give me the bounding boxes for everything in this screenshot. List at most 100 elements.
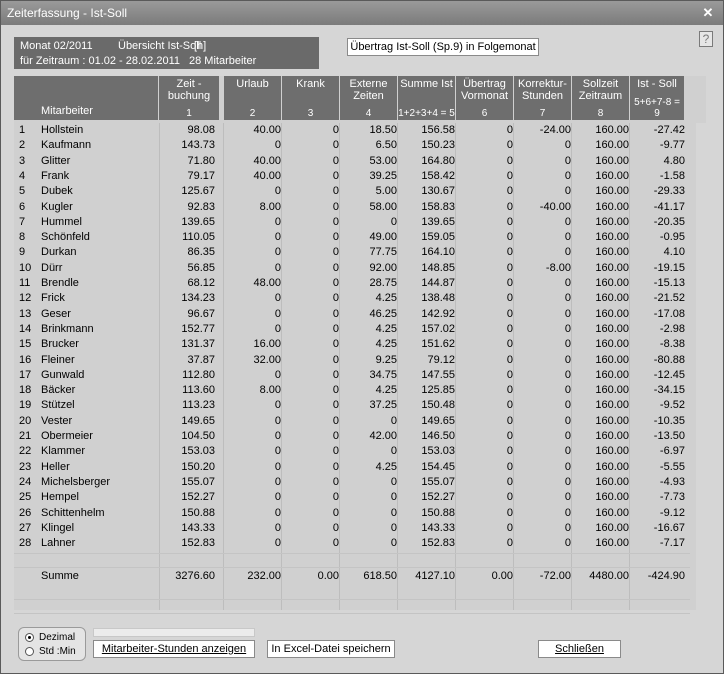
table-row[interactable]: 9 Durkan 86.35 0 0 77.75 164.10 0 0 160.00 4.10 [14, 245, 690, 260]
value-col-4: 9.25 [375, 353, 397, 366]
value-col-3: 0 [332, 261, 339, 274]
title-bar: Zeiterfassung - Ist-Soll [1, 1, 723, 25]
column-separator [629, 123, 630, 610]
value-col-6: 0 [506, 384, 513, 397]
table-row[interactable]: 1 Hollstein 98.08 40.00 0 18.50 156.58 0 -24.00 1… [14, 123, 690, 138]
value-col-1: 56.85 [187, 261, 215, 274]
table-row[interactable]: 20 Vester 149.65 0 0 0 149.65 0 0 160.00 -10.35 [14, 414, 690, 429]
transfer-button[interactable]: Übertrag Ist-Soll (Sp.9) in Folgemonat [347, 38, 539, 56]
progress-bar [93, 628, 255, 637]
value-col-3: 0 [332, 169, 339, 182]
value-col-7: 0 [564, 521, 571, 534]
table-row[interactable]: 8 Schönfeld 110.05 0 0 49.00 159.05 0 0 160.00 -0.… [14, 230, 690, 245]
radio-stdmin-label: Std :Min [39, 646, 76, 657]
help-icon[interactable]: ? [699, 31, 713, 47]
table-row[interactable]: 13 Geser 96.67 0 0 46.25 142.92 0 0 160.00 -17.08 [14, 307, 690, 322]
value-col-7: 0 [564, 491, 571, 504]
table-row[interactable]: 17 Gunwald 112.80 0 0 34.75 147.55 0 0 160.00 -12.… [14, 368, 690, 383]
column-header-5: Summe Ist 1+2+3+4 = 5 [398, 76, 455, 120]
column-header-6: Übertrag Vormonat 6 [456, 76, 513, 120]
value-col-3: 0 [332, 292, 339, 305]
table-row[interactable]: 10 Dürr 56.85 0 0 92.00 148.85 0 -8.00 160.00 -19.… [14, 261, 690, 276]
value-col-5: 144.87 [421, 277, 455, 289]
employee-name: Durkan [41, 246, 77, 259]
value-col-1: 68.12 [187, 277, 215, 289]
table-row[interactable]: 15 Brucker 131.37 16.00 0 4.25 151.62 0 0 160.00 -… [14, 337, 690, 352]
value-col-5: 164.10 [421, 246, 455, 259]
column-separator [513, 123, 514, 610]
value-col-4: 18.50 [369, 124, 397, 136]
excel-save-button[interactable]: In Excel-Datei speichern [267, 640, 395, 658]
value-col-2: 8.00 [259, 384, 281, 397]
employee-name: Stützel [41, 399, 75, 412]
table-row[interactable]: 5 Dubek 125.67 0 0 5.00 130.67 0 0 160.00 -29.33 [14, 184, 690, 199]
value-col-9: -5.55 [659, 460, 685, 473]
table-row[interactable]: 14 Brinkmann 152.77 0 0 4.25 157.02 0 0 160.00 -2.… [14, 322, 690, 337]
table-row[interactable]: 19 Stützel 113.23 0 0 37.25 150.48 0 0 160.00 -9.5… [14, 398, 690, 413]
row-number: 19 [19, 399, 32, 412]
table-row[interactable]: 28 Lahner 152.83 0 0 0 152.83 0 0 160.00 -7.17 [14, 536, 690, 551]
sum-row[interactable]: Summe 3276.60 232.00 0.00 618.50 4127.10 0.00 -… [14, 569, 690, 584]
value-col-1: 125.67 [181, 185, 215, 198]
value-col-1: 152.77 [181, 322, 215, 335]
table-row[interactable]: 12 Frick 134.23 0 0 4.25 138.48 0 0 160.00 -21.52 [14, 291, 690, 306]
value-col-5: 125.85 [421, 384, 455, 397]
radio-selected-dot [28, 636, 31, 639]
value-col-5: 157.02 [421, 322, 455, 335]
unit-label: [h] [194, 40, 207, 52]
value-col-2: 0 [274, 445, 281, 458]
value-col-3: 0 [332, 460, 339, 473]
value-col-2: 0 [274, 292, 281, 305]
value-col-7: 0 [564, 399, 571, 412]
column-separator [571, 123, 572, 610]
close-button[interactable]: Schließen [538, 640, 621, 658]
column-header-title: Ist - Soll [637, 78, 677, 90]
row-number: 15 [19, 338, 32, 351]
value-col-5: 154.45 [421, 460, 455, 473]
value-col-8: 160.00 [595, 353, 629, 366]
table-row[interactable]: 11 Brendle 68.12 48.00 0 28.75 144.87 0 0 160.00 -… [14, 276, 690, 291]
column-header-title: Zeit - buchung [167, 78, 211, 102]
row-number: 17 [19, 368, 32, 381]
value-col-7: 0 [564, 445, 571, 458]
value-col-5: 138.48 [421, 292, 455, 305]
value-col-8: 160.00 [595, 231, 629, 244]
table-row[interactable]: 23 Heller 150.20 0 0 4.25 154.45 0 0 160.00 -5.55 [14, 460, 690, 475]
employee-name: Hollstein [41, 124, 84, 136]
value-col-7: 0 [564, 353, 571, 366]
close-icon[interactable]: ✕ [702, 5, 714, 20]
value-col-7: 0 [564, 506, 571, 519]
table-row[interactable]: 25 Hempel 152.27 0 0 0 152.27 0 0 160.00 -7.73 [14, 490, 690, 505]
value-col-4: 0 [390, 445, 397, 458]
column-header-title: Summe Ist [400, 78, 453, 90]
table-row[interactable]: 2 Kaufmann 143.73 0 0 6.50 150.23 0 0 160.00 -9.77 [14, 138, 690, 153]
value-col-4: 0 [390, 215, 397, 228]
table-row[interactable]: 21 Obermeier 104.50 0 0 42.00 146.50 0 0 160.00 -1… [14, 429, 690, 444]
table-row[interactable]: 24 Michelsberger 155.07 0 0 0 155.07 0 0 160.00 -4… [14, 475, 690, 490]
show-hours-button[interactable]: Mitarbeiter-Stunden anzeigen [93, 640, 255, 658]
column-header-number: 1+2+3+4 = 5 [398, 108, 455, 119]
value-col-7: 0 [564, 460, 571, 473]
table-row[interactable]: 4 Frank 79.17 40.00 0 39.25 158.42 0 0 160.00 -1.5… [14, 169, 690, 184]
table-row[interactable]: 22 Klammer 153.03 0 0 0 153.03 0 0 160.00 -6.97 [14, 444, 690, 459]
table-row[interactable]: 26 Schittenhelm 150.88 0 0 0 150.88 0 0 160.00 -9.… [14, 506, 690, 521]
value-col-4: 0 [390, 475, 397, 488]
value-col-6: 0 [506, 506, 513, 519]
table-row[interactable]: 3 Glitter 71.80 40.00 0 53.00 164.80 0 0 160.00 4.… [14, 154, 690, 169]
table-row[interactable]: 27 Klingel 143.33 0 0 0 143.33 0 0 160.00 -16.67 [14, 521, 690, 536]
value-col-6: 0 [506, 185, 513, 198]
value-col-8: 160.00 [595, 215, 629, 228]
radio-stdmin[interactable] [25, 647, 34, 656]
table-scrollbar[interactable] [696, 123, 706, 610]
value-col-9: -9.52 [659, 399, 685, 412]
value-col-8: 160.00 [595, 307, 629, 320]
table-row[interactable]: 16 Fleiner 37.87 32.00 0 9.25 79.12 0 0 160.00 -80… [14, 353, 690, 368]
table-row[interactable]: 18 Bäcker 113.60 8.00 0 4.25 125.85 0 0 160.00 -34… [14, 383, 690, 398]
value-col-3: 0 [332, 307, 339, 320]
table-row[interactable]: 7 Hummel 139.65 0 0 0 139.65 0 0 160.00 -20.35 [14, 215, 690, 230]
value-col-3: 0 [332, 246, 339, 259]
value-col-3: 0 [332, 154, 339, 167]
table-row[interactable]: 6 Kugler 92.83 8.00 0 58.00 158.83 0 -40.00 160.0… [14, 200, 690, 215]
radio-dezimal[interactable] [25, 633, 34, 642]
